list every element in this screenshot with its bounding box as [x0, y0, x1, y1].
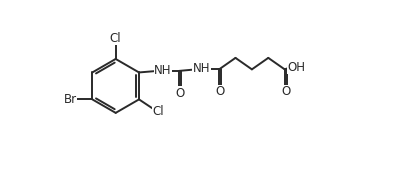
Text: OH: OH: [287, 61, 305, 74]
Text: O: O: [176, 87, 185, 100]
Text: O: O: [215, 85, 225, 98]
Text: Cl: Cl: [152, 105, 164, 118]
Text: Br: Br: [63, 93, 77, 106]
Text: NH: NH: [193, 62, 210, 75]
Text: Cl: Cl: [110, 32, 122, 45]
Text: O: O: [281, 85, 290, 98]
Text: NH: NH: [154, 64, 172, 77]
